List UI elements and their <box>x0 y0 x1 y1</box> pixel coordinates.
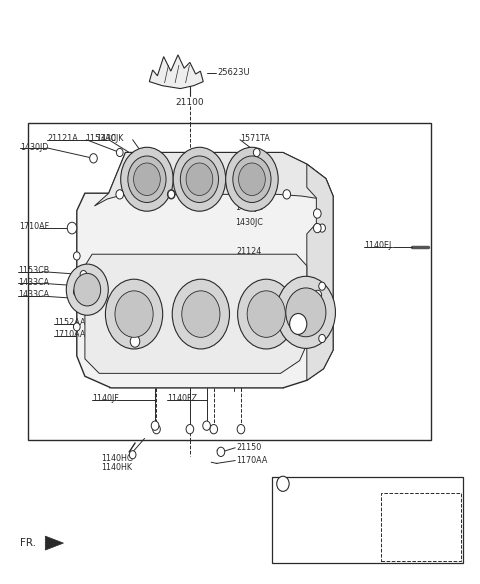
Circle shape <box>73 288 80 296</box>
Circle shape <box>217 447 225 457</box>
Text: 1433CA: 1433CA <box>18 277 49 287</box>
Circle shape <box>151 421 159 430</box>
Circle shape <box>168 190 175 199</box>
Circle shape <box>253 190 261 199</box>
Circle shape <box>73 252 80 260</box>
Text: (ALT.): (ALT.) <box>385 493 406 502</box>
Circle shape <box>314 290 322 300</box>
Circle shape <box>74 273 101 306</box>
Polygon shape <box>77 152 333 388</box>
Polygon shape <box>45 536 63 550</box>
Circle shape <box>82 295 88 303</box>
Circle shape <box>106 279 163 349</box>
Circle shape <box>247 291 285 338</box>
Circle shape <box>186 425 194 434</box>
Circle shape <box>172 279 229 349</box>
Circle shape <box>116 148 123 157</box>
Circle shape <box>182 291 220 338</box>
Bar <box>273 477 463 563</box>
Text: 1140HK: 1140HK <box>102 463 132 472</box>
Circle shape <box>115 291 153 338</box>
Circle shape <box>289 314 307 335</box>
Circle shape <box>253 148 260 157</box>
Circle shape <box>283 190 290 199</box>
Text: 21314A: 21314A <box>385 503 414 512</box>
Text: 21133: 21133 <box>281 496 305 505</box>
Circle shape <box>168 190 175 199</box>
Circle shape <box>90 154 97 163</box>
Circle shape <box>237 425 245 434</box>
Circle shape <box>319 224 325 232</box>
Circle shape <box>130 336 140 347</box>
Circle shape <box>180 156 218 203</box>
Circle shape <box>80 282 87 290</box>
Text: 11403C: 11403C <box>270 350 300 359</box>
Bar <box>28 123 431 440</box>
Text: 21124: 21124 <box>236 247 262 256</box>
Circle shape <box>313 224 321 232</box>
Text: 21121A: 21121A <box>47 134 78 143</box>
Circle shape <box>233 156 271 203</box>
Polygon shape <box>149 55 203 89</box>
Text: 1430JK: 1430JK <box>236 286 264 296</box>
Text: 1571TA: 1571TA <box>240 134 270 143</box>
Circle shape <box>398 519 410 534</box>
Circle shape <box>66 264 108 315</box>
Text: 25623U: 25623U <box>217 68 250 77</box>
Circle shape <box>292 533 305 548</box>
Text: 1710AF: 1710AF <box>20 223 49 231</box>
Circle shape <box>313 209 321 218</box>
Circle shape <box>133 163 160 196</box>
Circle shape <box>238 279 295 349</box>
Text: 1710AA: 1710AA <box>54 330 85 339</box>
Text: 1153AC: 1153AC <box>85 134 116 143</box>
Circle shape <box>319 335 325 343</box>
Text: 1430JK: 1430JK <box>235 203 263 212</box>
Text: 1140EJ: 1140EJ <box>364 241 391 250</box>
Circle shape <box>186 163 213 196</box>
Text: 1433CA: 1433CA <box>18 290 49 300</box>
Circle shape <box>286 288 326 337</box>
Text: 1140HG: 1140HG <box>102 454 134 463</box>
Text: 1430JD: 1430JD <box>21 142 49 152</box>
Circle shape <box>116 190 123 199</box>
Bar <box>381 493 461 561</box>
Text: 21100: 21100 <box>176 98 204 107</box>
Text: a: a <box>296 319 300 328</box>
Circle shape <box>210 425 217 434</box>
Text: 21114: 21114 <box>270 359 295 368</box>
Circle shape <box>239 163 265 196</box>
Circle shape <box>319 282 325 290</box>
Text: FR.: FR. <box>21 538 36 548</box>
Circle shape <box>276 276 336 349</box>
Text: 1170AA: 1170AA <box>236 456 267 465</box>
Text: 1430JK: 1430JK <box>96 134 123 143</box>
Circle shape <box>80 270 87 279</box>
Circle shape <box>67 223 77 234</box>
Circle shape <box>281 518 294 533</box>
Circle shape <box>128 156 166 203</box>
Circle shape <box>226 147 278 211</box>
Text: 1430JC: 1430JC <box>235 218 263 227</box>
Circle shape <box>129 451 136 459</box>
Circle shape <box>120 147 173 211</box>
Polygon shape <box>85 254 307 373</box>
Polygon shape <box>95 152 333 206</box>
Circle shape <box>277 476 289 491</box>
Circle shape <box>73 323 80 331</box>
Circle shape <box>173 147 226 211</box>
Text: 1152AA: 1152AA <box>54 318 85 327</box>
Polygon shape <box>307 164 333 380</box>
Text: a: a <box>281 479 285 488</box>
Text: 21150: 21150 <box>236 443 262 452</box>
Text: 1751GI: 1751GI <box>286 504 313 513</box>
Text: 1153CB: 1153CB <box>18 266 49 275</box>
Text: 1140FZ: 1140FZ <box>168 394 197 403</box>
Circle shape <box>203 421 210 430</box>
Circle shape <box>153 425 160 434</box>
Text: 1140JF: 1140JF <box>92 394 119 403</box>
